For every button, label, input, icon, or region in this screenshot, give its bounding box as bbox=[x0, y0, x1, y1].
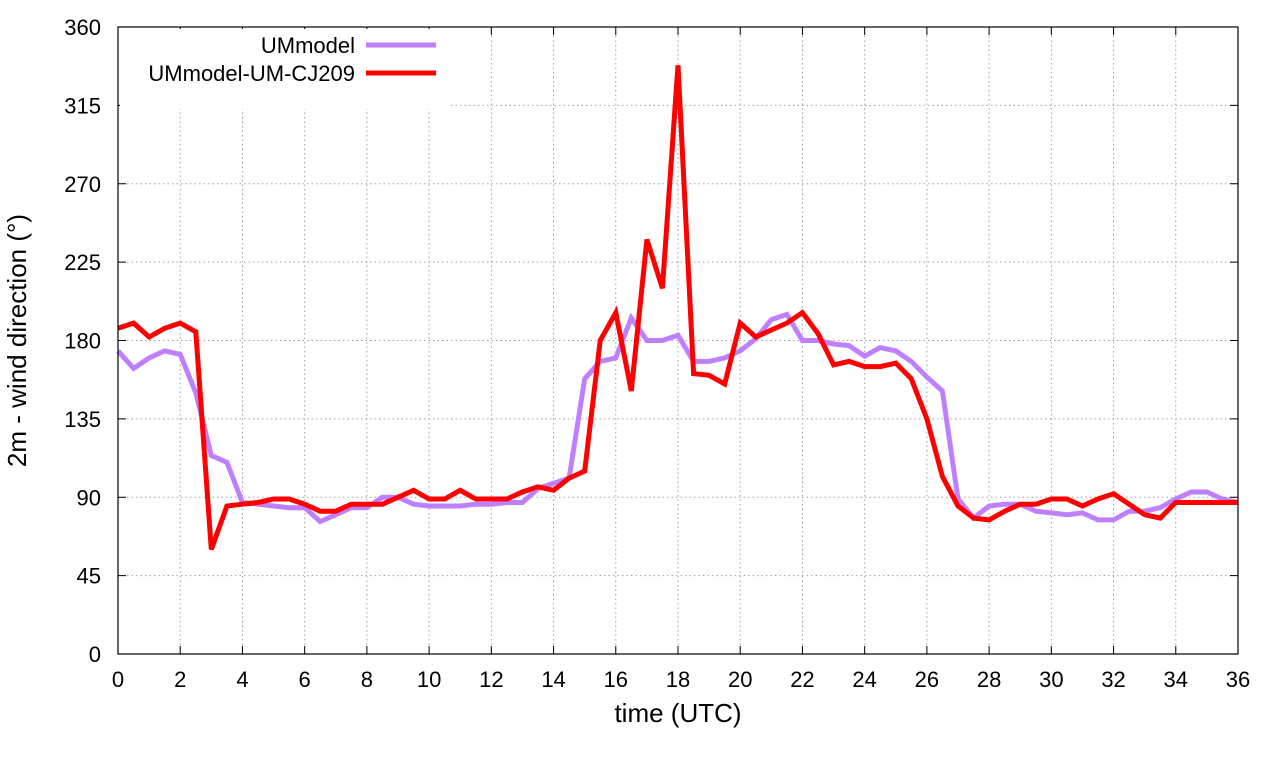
x-tick-label: 0 bbox=[112, 667, 124, 692]
x-tick-label: 32 bbox=[1101, 667, 1125, 692]
x-tick-label: 28 bbox=[977, 667, 1001, 692]
x-tick-label: 4 bbox=[236, 667, 248, 692]
y-tick-label: 135 bbox=[64, 407, 101, 432]
y-axis-label: 2m - wind direction (°) bbox=[2, 214, 32, 467]
x-tick-label: 10 bbox=[417, 667, 441, 692]
y-tick-label: 270 bbox=[64, 172, 101, 197]
y-tick-label: 180 bbox=[64, 329, 101, 354]
x-tick-label: 30 bbox=[1039, 667, 1063, 692]
series-line-0 bbox=[116, 311, 1239, 525]
x-tick-label: 16 bbox=[604, 667, 628, 692]
y-tick-label: 315 bbox=[64, 93, 101, 118]
y-tick-label: 90 bbox=[77, 485, 101, 510]
y-tick-label: 225 bbox=[64, 250, 101, 275]
x-tick-label: 36 bbox=[1226, 667, 1250, 692]
legend-label-ummodel: UMmodel bbox=[261, 33, 355, 58]
legend-background bbox=[120, 29, 448, 109]
x-tick-label: 12 bbox=[479, 667, 503, 692]
x-tick-label: 8 bbox=[361, 667, 373, 692]
x-tick-label: 22 bbox=[790, 667, 814, 692]
series-layer bbox=[116, 65, 1239, 551]
legend-label-ummodel-um-cj209: UMmodel-UM-CJ209 bbox=[148, 61, 355, 86]
x-tick-label: 26 bbox=[915, 667, 939, 692]
y-tick-label: 45 bbox=[77, 564, 101, 589]
x-tick-label: 24 bbox=[852, 667, 876, 692]
legend: UMmodel UMmodel-UM-CJ209 bbox=[120, 29, 448, 109]
x-axis-label: time (UTC) bbox=[614, 698, 741, 728]
y-tick-label: 360 bbox=[64, 15, 101, 40]
x-tick-label: 6 bbox=[299, 667, 311, 692]
x-tick-label: 20 bbox=[728, 667, 752, 692]
x-tick-label: 18 bbox=[666, 667, 690, 692]
x-tick-label: 2 bbox=[174, 667, 186, 692]
grid bbox=[118, 27, 1238, 654]
y-tick-label: 0 bbox=[89, 642, 101, 667]
x-tick-label: 14 bbox=[541, 667, 565, 692]
x-tick-label: 34 bbox=[1164, 667, 1188, 692]
series-line-1 bbox=[117, 65, 1238, 551]
axis-ticks: 0 2 4 6 8 10 12 14 16 18 20 22 24 26 28 30 32 34 360459013… bbox=[64, 15, 1250, 692]
